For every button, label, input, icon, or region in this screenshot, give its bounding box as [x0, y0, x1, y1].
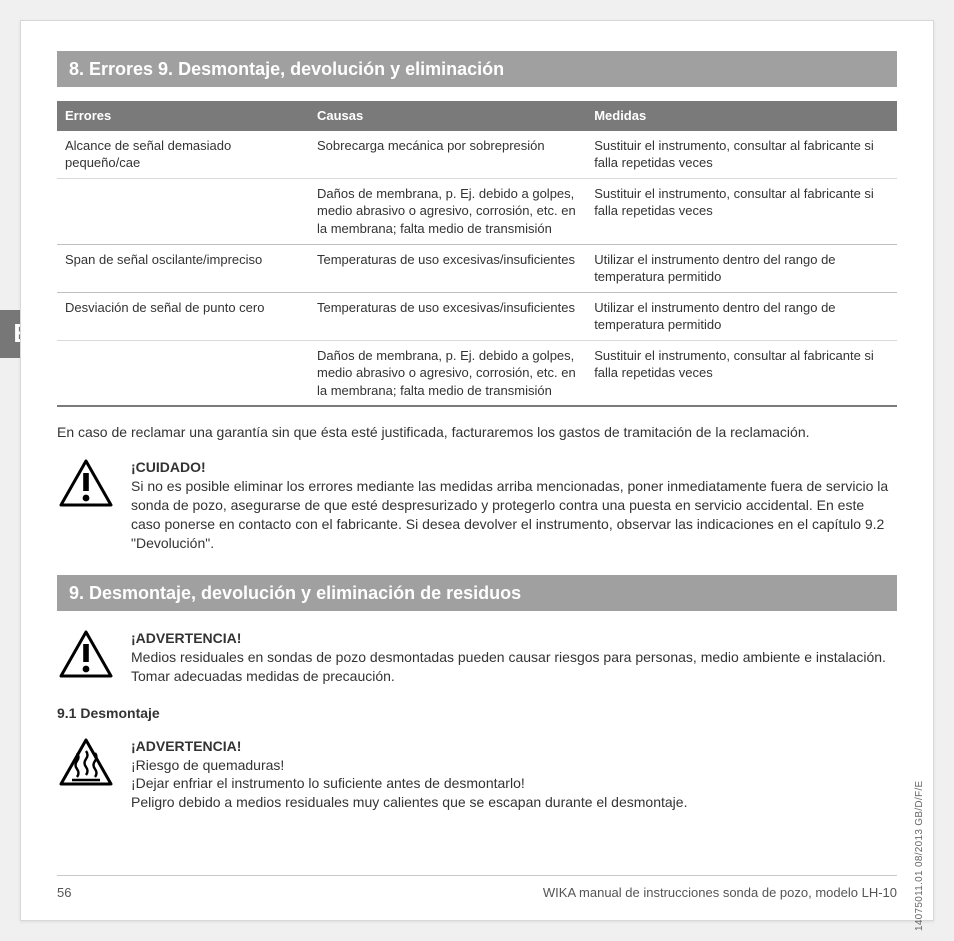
cell-cause: Sobrecarga mecánica por sobrepresión: [309, 131, 586, 179]
cell-measure: Sustituir el instrumento, consultar al f…: [586, 131, 897, 179]
section-title-2: 9. Desmontaje, devolución y eliminación …: [57, 575, 897, 611]
footer: 56 WIKA manual de instrucciones sonda de…: [57, 875, 897, 902]
warning-icon: [57, 458, 115, 510]
cuidado-block: ¡CUIDADO! Si no es posible eliminar los …: [57, 458, 897, 552]
cell-measure: Sustituir el instrumento, consultar al f…: [586, 340, 897, 406]
table-row: Desviación de señal de punto ceroTempera…: [57, 292, 897, 340]
advertencia-1-body: Medios residuales en sondas de pozo desm…: [131, 648, 897, 686]
advertencia-1-block: ¡ADVERTENCIA! Medios residuales en sonda…: [57, 629, 897, 686]
hot-surface-icon: [57, 737, 115, 789]
cell-error: Desviación de señal de punto cero: [57, 292, 309, 340]
subsection-9-1: 9.1 Desmontaje: [57, 704, 897, 723]
advertencia-1-heading: ¡ADVERTENCIA!: [131, 629, 897, 648]
warranty-paragraph: En caso de reclamar una garantía sin que…: [57, 423, 897, 442]
table-row: Daños de membrana, p. Ej. debido a golpe…: [57, 178, 897, 244]
advertencia-2-heading: ¡ADVERTENCIA!: [131, 737, 897, 756]
advertencia-2-line2: ¡Dejar enfriar el instrumento lo suficie…: [131, 774, 897, 793]
cell-cause: Temperaturas de uso excesivas/insuficien…: [309, 292, 586, 340]
table-row: Alcance de señal demasiado pequeño/caeSo…: [57, 131, 897, 179]
cell-error: [57, 340, 309, 406]
cell-error: Span de señal oscilante/impreciso: [57, 244, 309, 292]
cell-measure: Utilizar el instrumento dentro del rango…: [586, 292, 897, 340]
page: 8. Errores 9. Desmontaje, devolución y e…: [20, 20, 934, 921]
errors-table: Errores Causas Medidas Alcance de señal …: [57, 101, 897, 407]
cell-error: Alcance de señal demasiado pequeño/cae: [57, 131, 309, 179]
document-code: 14075011.01 08/2013 GB/D/F/E: [914, 780, 928, 931]
cell-cause: Daños de membrana, p. Ej. debido a golpe…: [309, 340, 586, 406]
cuidado-heading: ¡CUIDADO!: [131, 458, 897, 477]
footer-title: WIKA manual de instrucciones sonda de po…: [543, 884, 897, 902]
advertencia-2-line3: Peligro debido a medios residuales muy c…: [131, 793, 897, 812]
th-medidas: Medidas: [586, 101, 897, 131]
section-title-1: 8. Errores 9. Desmontaje, devolución y e…: [57, 51, 897, 87]
table-row: Daños de membrana, p. Ej. debido a golpe…: [57, 340, 897, 406]
warning-icon: [57, 629, 115, 681]
cell-measure: Sustituir el instrumento, consultar al f…: [586, 178, 897, 244]
advertencia-2-block: ¡ADVERTENCIA! ¡Riesgo de quemaduras! ¡De…: [57, 737, 897, 813]
advertencia-2-line1: ¡Riesgo de quemaduras!: [131, 756, 897, 775]
cell-error: [57, 178, 309, 244]
cell-cause: Temperaturas de uso excesivas/insuficien…: [309, 244, 586, 292]
cuidado-body: Si no es posible eliminar los errores me…: [131, 477, 897, 553]
th-causas: Causas: [309, 101, 586, 131]
cell-measure: Utilizar el instrumento dentro del rango…: [586, 244, 897, 292]
page-number: 56: [57, 884, 71, 902]
cell-cause: Daños de membrana, p. Ej. debido a golpe…: [309, 178, 586, 244]
th-errores: Errores: [57, 101, 309, 131]
table-row: Span de señal oscilante/imprecisoTempera…: [57, 244, 897, 292]
